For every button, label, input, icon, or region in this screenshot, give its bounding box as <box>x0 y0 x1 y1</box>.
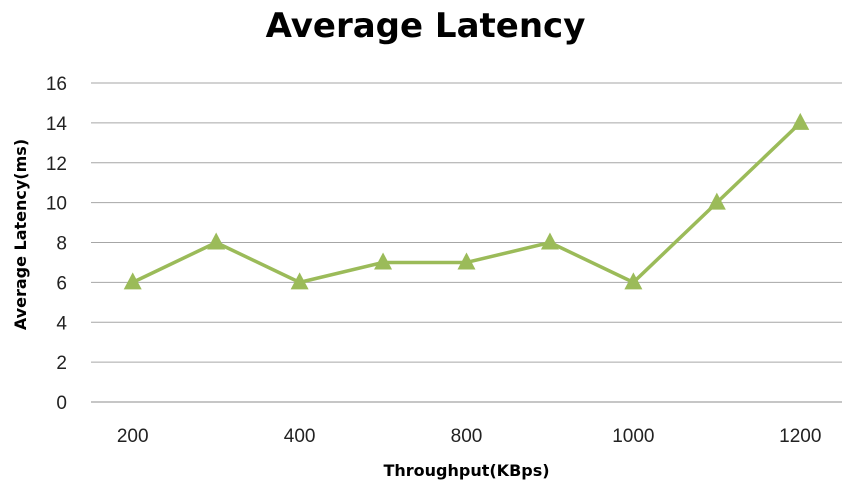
chart-title: Average Latency <box>265 6 586 46</box>
gridlines <box>91 82 842 403</box>
x-axis-tick-labels: 200 400 800 1000 1200 <box>117 426 822 447</box>
y-tick-label: 0 <box>56 393 67 414</box>
data-point-marker <box>791 112 810 130</box>
y-tick-label: 12 <box>46 154 67 175</box>
x-tick-label: 200 <box>117 426 149 447</box>
data-point-marker <box>540 232 559 250</box>
y-tick-label: 10 <box>46 194 67 215</box>
y-tick-label: 6 <box>56 273 67 294</box>
y-axis-tick-labels: 0 2 4 6 8 10 12 14 16 <box>46 74 68 414</box>
x-axis-title: Throughput(KBps) <box>383 461 549 480</box>
data-point-marker <box>207 232 226 250</box>
y-tick-label: 16 <box>46 74 67 95</box>
data-point-marker <box>374 252 393 270</box>
data-point-marker <box>290 272 309 290</box>
x-tick-label: 1000 <box>612 426 654 447</box>
y-axis-title: Average Latency(ms) <box>11 139 30 330</box>
x-tick-label: 400 <box>284 426 316 447</box>
y-tick-label: 4 <box>56 313 67 334</box>
series-layer <box>123 112 810 290</box>
y-tick-label: 14 <box>46 114 68 135</box>
y-tick-label: 8 <box>56 234 67 255</box>
data-point-marker <box>707 192 726 210</box>
data-point-marker <box>457 252 476 270</box>
x-tick-label: 1200 <box>779 426 821 447</box>
y-tick-label: 2 <box>56 353 67 374</box>
data-point-marker <box>624 272 643 290</box>
data-point-marker <box>123 272 142 290</box>
x-tick-label: 800 <box>451 426 483 447</box>
